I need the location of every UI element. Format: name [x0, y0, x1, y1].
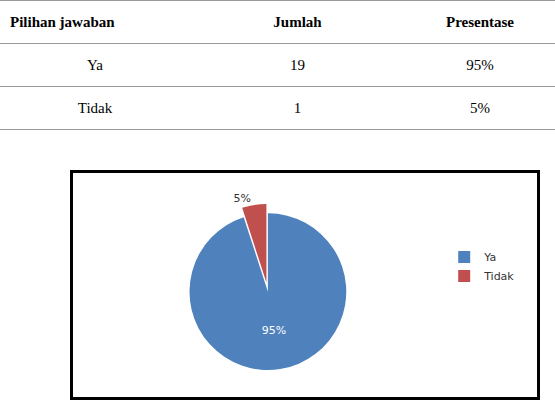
- html-text:5%: 5%: [470, 99, 490, 116]
- svg-text:Ya: Ya: [483, 251, 496, 264]
- html-text:19: 19: [290, 56, 305, 73]
- html-text:Ya: Ya: [87, 56, 103, 73]
- svg-text:95%: 95%: [262, 324, 286, 337]
- html-text:Pilihan jawaban: Pilihan jawaban: [10, 13, 115, 30]
- html-text:Presentase: Presentase: [446, 13, 514, 30]
- svg-text:Tidak: Tidak: [483, 270, 514, 283]
- html-text:Tidak: Tidak: [77, 99, 113, 116]
- html-text:1: 1: [293, 99, 302, 116]
- html-text:95%: 95%: [466, 56, 494, 73]
- html-text:Jumlah: Jumlah: [273, 13, 322, 30]
- svg-text:5%: 5%: [233, 192, 250, 205]
